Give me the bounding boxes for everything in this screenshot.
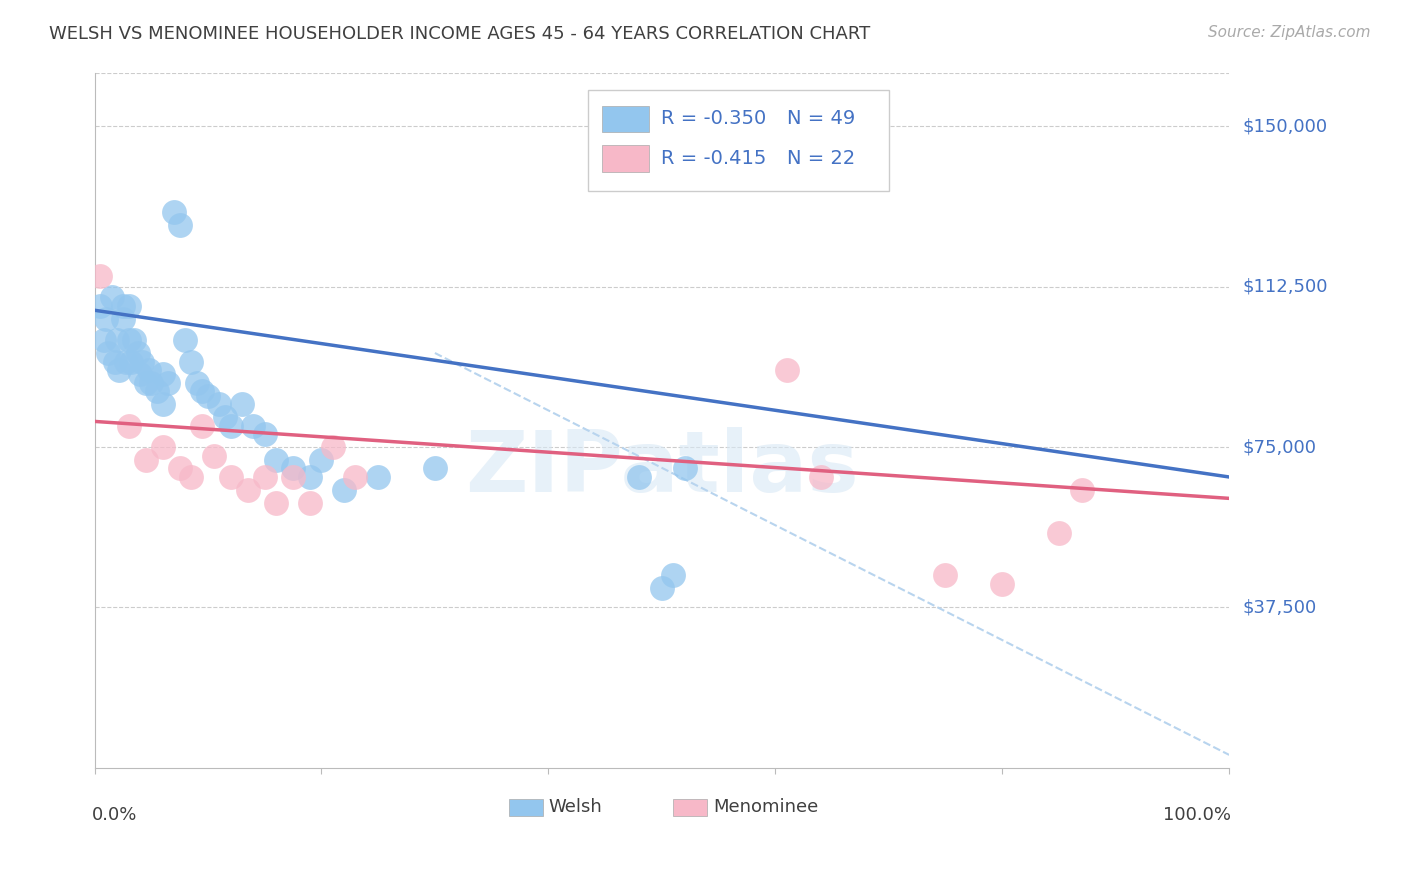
- Point: [236, 483, 259, 497]
- Point: [333, 483, 356, 497]
- Text: WELSH VS MENOMINEE HOUSEHOLDER INCOME AGES 45 - 64 YEARS CORRELATION CHART: WELSH VS MENOMINEE HOUSEHOLDER INCOME AG…: [49, 25, 870, 43]
- Point: [128, 368, 150, 382]
- Point: [197, 389, 219, 403]
- Text: 100.0%: 100.0%: [1163, 805, 1232, 824]
- Point: [146, 384, 169, 399]
- Point: [191, 418, 214, 433]
- Point: [120, 354, 142, 368]
- Point: [93, 333, 115, 347]
- Point: [108, 363, 131, 377]
- Point: [934, 568, 956, 582]
- Point: [152, 368, 174, 382]
- Point: [628, 470, 651, 484]
- Text: $37,500: $37,500: [1243, 599, 1317, 616]
- Point: [117, 333, 139, 347]
- Point: [163, 205, 186, 219]
- Point: [104, 354, 127, 368]
- Point: [117, 299, 139, 313]
- Point: [97, 346, 120, 360]
- Point: [152, 440, 174, 454]
- Point: [111, 299, 134, 313]
- Point: [186, 376, 208, 390]
- Point: [242, 418, 264, 433]
- Point: [299, 470, 322, 484]
- Point: [219, 470, 242, 484]
- Text: N = 22: N = 22: [786, 149, 855, 168]
- Point: [367, 470, 389, 484]
- Point: [311, 453, 333, 467]
- Point: [100, 290, 122, 304]
- Text: Menominee: Menominee: [713, 798, 818, 816]
- Point: [810, 470, 832, 484]
- Point: [191, 384, 214, 399]
- FancyBboxPatch shape: [673, 799, 707, 816]
- Text: Welsh: Welsh: [548, 798, 602, 816]
- Text: 0.0%: 0.0%: [93, 805, 138, 824]
- Point: [1070, 483, 1092, 497]
- Point: [281, 470, 304, 484]
- Text: R = -0.415: R = -0.415: [661, 149, 766, 168]
- Point: [135, 376, 157, 390]
- Point: [423, 461, 446, 475]
- Point: [169, 218, 191, 232]
- Point: [180, 354, 202, 368]
- Point: [322, 440, 344, 454]
- Point: [208, 397, 231, 411]
- Point: [253, 427, 276, 442]
- Point: [651, 581, 673, 595]
- Point: [135, 453, 157, 467]
- Point: [174, 333, 197, 347]
- Point: [202, 449, 225, 463]
- Point: [673, 461, 696, 475]
- Point: [1047, 525, 1070, 540]
- Point: [281, 461, 304, 475]
- Point: [138, 363, 160, 377]
- Text: $75,000: $75,000: [1243, 438, 1317, 456]
- Point: [117, 418, 139, 433]
- Point: [775, 363, 797, 377]
- Point: [231, 397, 253, 411]
- FancyBboxPatch shape: [588, 90, 889, 191]
- Text: R = -0.350: R = -0.350: [661, 110, 766, 128]
- Text: $150,000: $150,000: [1243, 118, 1327, 136]
- FancyBboxPatch shape: [509, 799, 543, 816]
- Point: [662, 568, 685, 582]
- Point: [141, 376, 163, 390]
- Point: [253, 470, 276, 484]
- Point: [94, 311, 117, 326]
- FancyBboxPatch shape: [602, 105, 650, 132]
- Point: [115, 354, 138, 368]
- Point: [89, 299, 111, 313]
- Point: [264, 453, 287, 467]
- Point: [169, 461, 191, 475]
- Point: [89, 268, 111, 283]
- Point: [299, 495, 322, 509]
- Text: N = 49: N = 49: [786, 110, 855, 128]
- Point: [264, 495, 287, 509]
- Point: [991, 577, 1014, 591]
- Point: [157, 376, 180, 390]
- FancyBboxPatch shape: [602, 145, 650, 171]
- Point: [152, 397, 174, 411]
- Text: Source: ZipAtlas.com: Source: ZipAtlas.com: [1208, 25, 1371, 40]
- Point: [344, 470, 367, 484]
- Point: [131, 354, 153, 368]
- Point: [122, 333, 145, 347]
- Text: ZIPatlas: ZIPatlas: [465, 427, 859, 510]
- Text: $112,500: $112,500: [1243, 277, 1329, 296]
- Point: [127, 346, 149, 360]
- Point: [111, 311, 134, 326]
- Point: [105, 333, 128, 347]
- Point: [180, 470, 202, 484]
- Point: [219, 418, 242, 433]
- Point: [214, 410, 236, 425]
